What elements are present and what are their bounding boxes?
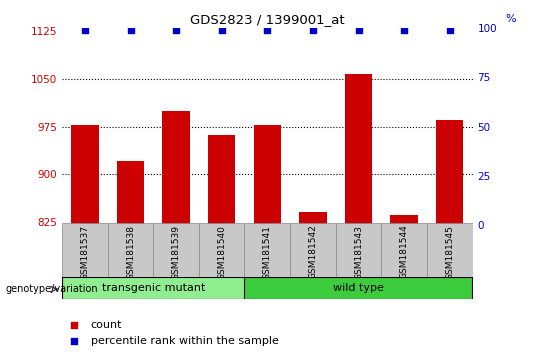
Bar	[62, 223, 107, 278]
Text: GSM181538: GSM181538	[126, 225, 135, 280]
Text: GSM181539: GSM181539	[172, 225, 180, 280]
Text: count: count	[91, 320, 123, 330]
Bar	[254, 125, 281, 225]
Bar	[245, 223, 290, 278]
Bar	[427, 223, 472, 278]
Text: wild type: wild type	[333, 283, 384, 293]
Text: GSM181544: GSM181544	[400, 225, 409, 279]
Bar	[345, 74, 372, 225]
Bar	[436, 120, 463, 225]
Point	[263, 28, 272, 33]
Text: GSM181543: GSM181543	[354, 225, 363, 280]
Text: GSM181541: GSM181541	[263, 225, 272, 280]
Bar	[199, 223, 245, 278]
Bar	[299, 212, 327, 225]
Bar	[107, 223, 153, 278]
Bar	[163, 111, 190, 225]
Text: transgenic mutant: transgenic mutant	[102, 283, 205, 293]
Point	[308, 28, 317, 33]
Point	[218, 28, 226, 33]
Text: GSM181545: GSM181545	[445, 225, 454, 280]
Point	[446, 28, 454, 33]
Point	[354, 28, 363, 33]
Bar	[390, 215, 418, 225]
Text: genotype/variation: genotype/variation	[5, 284, 98, 294]
Bar	[62, 277, 245, 299]
Point	[70, 338, 79, 343]
Bar	[290, 223, 336, 278]
Text: %: %	[505, 15, 516, 24]
Point	[172, 28, 180, 33]
Bar	[245, 277, 472, 299]
Bar	[153, 223, 199, 278]
Bar	[381, 223, 427, 278]
Bar	[336, 223, 381, 278]
Bar	[71, 125, 99, 225]
Point	[80, 28, 89, 33]
Bar	[117, 161, 144, 225]
Text: GSM181540: GSM181540	[217, 225, 226, 280]
Text: GSM181542: GSM181542	[308, 225, 318, 279]
Text: percentile rank within the sample: percentile rank within the sample	[91, 336, 279, 346]
Point	[126, 28, 135, 33]
Bar	[208, 135, 235, 225]
Point	[400, 28, 408, 33]
Text: GSM181537: GSM181537	[80, 225, 90, 280]
Title: GDS2823 / 1399001_at: GDS2823 / 1399001_at	[190, 13, 345, 26]
Point	[70, 322, 79, 328]
